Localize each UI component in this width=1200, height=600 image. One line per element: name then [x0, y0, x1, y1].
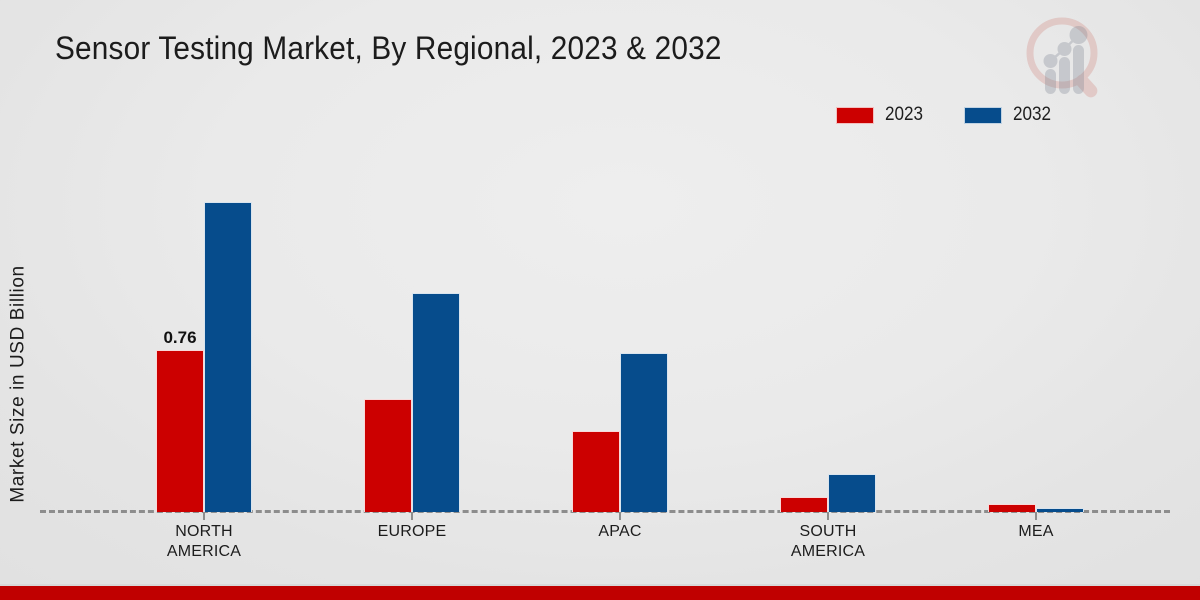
bar-2032-mea[interactable] — [1036, 507, 1084, 512]
bar-value-label: 0.76 — [163, 328, 197, 348]
bar-group-apac: APAC — [516, 140, 724, 540]
bar-group-south-america: SOUTH AMERICA — [724, 140, 932, 560]
y-axis-title-text: Market Size in USD Billion — [8, 265, 29, 503]
bar-2032-apac[interactable] — [620, 352, 668, 512]
bar-group-mea: MEA — [932, 140, 1140, 540]
x-axis-tick — [827, 512, 829, 520]
bar-2032-north-america[interactable] — [204, 201, 252, 512]
watermark-logo-icon — [1012, 10, 1116, 106]
legend-label-2023: 2023 — [885, 104, 924, 125]
bar-2023-north-america[interactable]: 0.76 — [156, 328, 204, 512]
bar-pair: SOUTH AMERICA — [780, 473, 876, 560]
bar-groups: 0.76 NORTH AMERICA EUROPE APAC SOUTH AMERICA… — [100, 140, 1140, 560]
page-title: Sensor Testing Market, By Regional, 2023… — [55, 30, 722, 66]
bar-2032-europe[interactable] — [412, 293, 460, 512]
x-axis-label: MEA — [1018, 523, 1054, 540]
y-axis-title: Market Size in USD Billion — [2, 214, 36, 554]
legend-item-2032[interactable]: 2032 — [963, 104, 1055, 126]
x-axis-tick — [411, 512, 413, 520]
bar-pair: EUROPE — [364, 293, 460, 540]
x-axis-tick — [619, 512, 621, 520]
legend-swatch-2023 — [836, 106, 875, 124]
plot-area: 0.76 NORTH AMERICA EUROPE APAC SOUTH AMERICA… — [40, 140, 1190, 560]
bar-pair: MEA — [988, 503, 1084, 540]
x-axis-label: APAC — [598, 523, 642, 540]
legend-swatch-2032 — [963, 106, 1002, 124]
x-axis-label: SOUTH AMERICA — [790, 523, 866, 560]
x-axis-label: NORTH AMERICA — [166, 523, 242, 560]
chart-legend: 2023 2032 — [836, 104, 1055, 126]
bar-2023-europe[interactable] — [364, 399, 412, 512]
legend-item-2023[interactable]: 2023 — [836, 104, 927, 126]
bar-pair: APAC — [572, 352, 668, 540]
bar-2023-south-america[interactable] — [780, 497, 828, 512]
footer-accent-bar — [0, 584, 1200, 600]
x-axis-label: EUROPE — [377, 523, 447, 540]
bar-group-north-america: 0.76 NORTH AMERICA — [100, 140, 308, 560]
x-axis-tick — [203, 512, 205, 520]
bar-2023-mea[interactable] — [988, 503, 1036, 512]
bar-2023-apac[interactable] — [572, 431, 620, 512]
bar-2032-south-america[interactable] — [828, 473, 876, 512]
bar-group-europe: EUROPE — [308, 140, 516, 540]
x-axis-tick — [1035, 512, 1037, 520]
bar-pair: 0.76 NORTH AMERICA — [156, 201, 252, 560]
legend-label-2032: 2032 — [1012, 104, 1051, 125]
